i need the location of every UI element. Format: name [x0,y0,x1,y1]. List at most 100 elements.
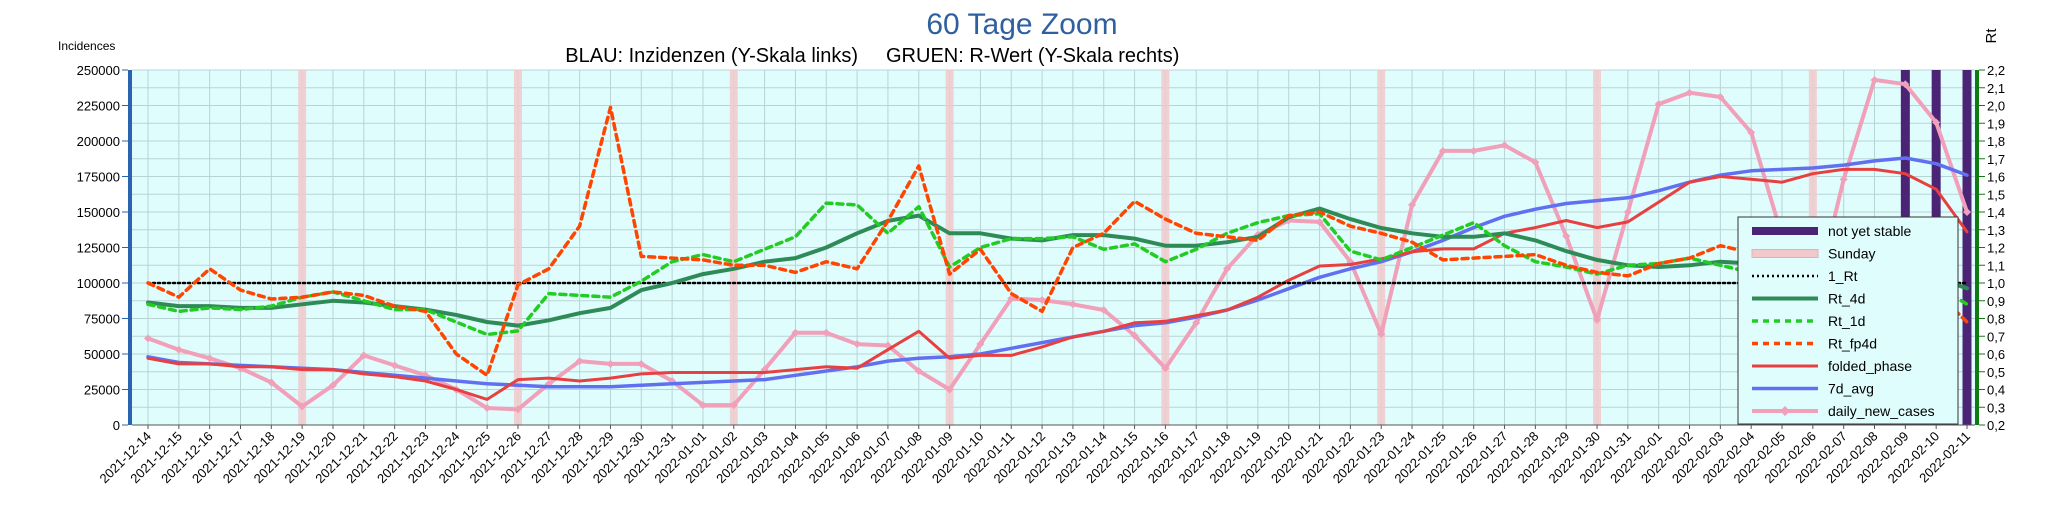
sunday-band [298,70,307,425]
legend-label: folded_phase [1828,358,1912,374]
legend-swatch [1751,249,1819,258]
series-point-daily_new_cases [1038,296,1047,305]
y-tick-left-label: 250000 [77,63,120,78]
y-tick-right-label: 0,5 [1987,365,2005,380]
series-point-daily_new_cases [1685,88,1694,97]
series-line-folded_phase [146,167,1969,401]
y-tick-right-label: 0,9 [1987,294,2005,309]
series-point-daily_new_cases [1315,217,1324,226]
legend-label: Rt_4d [1828,291,1865,307]
series-point-daily_new_cases [1223,264,1232,273]
series-point-daily_new_cases [174,345,183,354]
series-point-daily_new_cases [1068,300,1077,309]
y-tick-right-label: 1,5 [1987,187,2005,202]
y-tick-left-label: 100000 [77,276,120,291]
chart-subtitle-right: GRUEN: R-Wert (Y-Skala rechts) [886,45,1179,67]
y-tick-left-label: 0 [113,418,120,433]
y-tick-right-label: 0,2 [1987,418,2005,433]
y-tick-right-label: 1,1 [1987,258,2005,273]
series-point-daily_new_cases [1469,146,1478,155]
series-point-daily_new_cases [1901,80,1910,89]
y-tick-left-label: 175000 [77,170,120,185]
series-point-daily_new_cases [1438,146,1447,155]
chart-title: 60 Tage Zoom [926,8,1117,41]
series-point-daily_new_cases [729,401,738,410]
sunday-band [945,70,954,425]
series-point-daily_new_cases [791,328,800,337]
legend-label: daily_new_cases [1828,403,1935,419]
y-tick-right-label: 0,6 [1987,347,2005,362]
series-point-daily_new_cases [1747,128,1756,137]
sunday-band [513,70,522,425]
legend-label: Rt_1d [1828,313,1865,329]
sunday-band [729,70,738,425]
series-point-daily_new_cases [1562,232,1571,241]
series-point-daily_new_cases [298,402,307,411]
series-point-daily_new_cases [359,351,368,360]
series-point-daily_new_cases [976,340,985,349]
series-point-daily_new_cases [1870,75,1879,84]
series-point-daily_new_cases [698,401,707,410]
y-axis-left-line [128,70,132,425]
series-point-daily_new_cases [853,340,862,349]
y-tick-right-label: 1,7 [1987,152,2005,167]
series-point-daily_new_cases [1716,92,1725,101]
series-point-daily_new_cases [1531,158,1540,167]
series-point-daily_new_cases [822,328,831,337]
y-tick-right-label: 1,9 [1987,116,2005,131]
y-tick-right-label: 1,6 [1987,170,2005,185]
legend-label: 7d_avg [1828,381,1874,397]
y-tick-left-label: 225000 [77,99,120,114]
y-tick-left-label: 50000 [84,347,120,362]
y-tick-left-label: 125000 [77,241,120,256]
series-point-daily_new_cases [1130,331,1139,340]
series-point-daily_new_cases [914,367,923,376]
y-tick-right-label: 2,1 [1987,81,2005,96]
series-point-daily_new_cases [328,381,337,390]
series-point-daily_new_cases [483,403,492,412]
not-yet-stable-bar [1962,70,1972,425]
y-axis-right-label: Rt [1983,28,2000,44]
y-tick-right-label: 1,4 [1987,205,2005,220]
series-point-daily_new_cases [1932,118,1941,127]
y-tick-right-label: 1,3 [1987,223,2005,238]
y-tick-left-label: 200000 [77,134,120,149]
series-point-daily_new_cases [1593,315,1602,324]
series-point-daily_new_cases [1161,364,1170,373]
y-tick-right-label: 0,7 [1987,329,2005,344]
y-tick-right-label: 2,2 [1987,63,2005,78]
series-point-daily_new_cases [1623,208,1632,216]
legend-label: Sunday [1828,246,1875,262]
series-point-daily_new_cases [267,378,276,387]
series-point-daily_new_cases [1377,330,1386,339]
series-point-daily_new_cases [945,385,954,394]
series-line-7d_avg [146,156,1969,389]
series-line-Rt_fp4d [146,105,1969,378]
series-point-daily_new_cases [606,359,615,368]
series-point-daily_new_cases [1192,318,1201,327]
series-point-daily_new_cases [1099,305,1108,314]
legend-swatch [1752,227,1818,235]
legend-swatch-marker [1780,406,1790,416]
legend-label: 1_Rt [1828,268,1858,284]
y-tick-left-label: 25000 [84,383,120,398]
y-tick-right-label: 2,0 [1987,99,2005,114]
series-point-daily_new_cases [575,357,584,366]
series-point-daily_new_cases [1839,175,1848,184]
series-point-daily_new_cases [637,359,646,368]
y-tick-right-label: 1,2 [1987,241,2005,256]
y-axis-left-label: Incidences [58,39,115,53]
y-tick-left-label: 75000 [84,312,120,327]
y-tick-right-label: 0,3 [1987,400,2005,415]
legend-label: not yet stable [1828,223,1911,239]
y-tick-right-label: 0,4 [1987,383,2005,398]
y-tick-right-label: 1,0 [1987,276,2005,291]
y-axis-right-line [1975,70,1979,425]
series-point-daily_new_cases [513,405,522,414]
series-point-daily_new_cases [1963,208,1971,216]
series-line-Rt_1d [146,201,1969,337]
sunday-band [1593,70,1602,425]
y-tick-left-label: 150000 [77,205,120,220]
series-point-daily_new_cases [1500,141,1509,150]
